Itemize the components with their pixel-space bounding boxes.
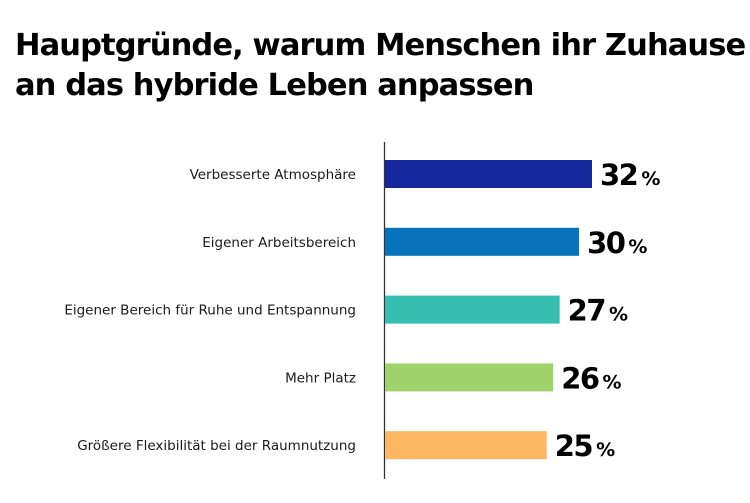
data-label: 27% <box>568 294 628 328</box>
data-label-percent-sign: % <box>603 371 622 393</box>
data-label-percent-sign: % <box>628 236 647 258</box>
data-label: 30% <box>587 226 647 260</box>
bar <box>385 363 554 392</box>
data-label-value: 25 <box>555 429 593 463</box>
chart-title-line-2: an das hybride Leben anpassen <box>15 68 534 103</box>
bar <box>385 295 560 324</box>
data-label-percent-sign: % <box>609 304 628 326</box>
data-label-value: 30 <box>587 226 625 260</box>
data-label-percent-sign: % <box>641 168 660 190</box>
bar <box>385 431 547 460</box>
data-label: 32% <box>600 158 660 192</box>
category-label: Größere Flexibilität bei der Raumnutzung <box>77 438 356 454</box>
data-label: 26% <box>561 361 621 395</box>
bars-group: Verbesserte Atmosphäre 32 % Eigener Arbeits… <box>64 158 660 463</box>
chart-title-line-1: Hauptgründe, warum Menschen ihr Zuhause <box>15 28 746 63</box>
data-label-value: 32 <box>600 158 637 192</box>
data-label: 25% <box>555 429 615 463</box>
chart-title: Hauptgründe, warum Menschen ihr Zuhause … <box>15 26 746 106</box>
data-label-percent-sign: % <box>596 439 615 461</box>
category-label: Eigener Arbeitsbereich <box>202 235 356 251</box>
category-label: Mehr Platz <box>285 370 356 386</box>
bar <box>385 227 580 256</box>
data-label-value: 27 <box>568 294 605 328</box>
category-label: Eigener Bereich für Ruhe und Entspannung <box>64 303 356 319</box>
bar <box>385 160 592 188</box>
category-label: Verbesserte Atmosphäre <box>190 167 356 183</box>
data-label-value: 26 <box>561 361 599 395</box>
